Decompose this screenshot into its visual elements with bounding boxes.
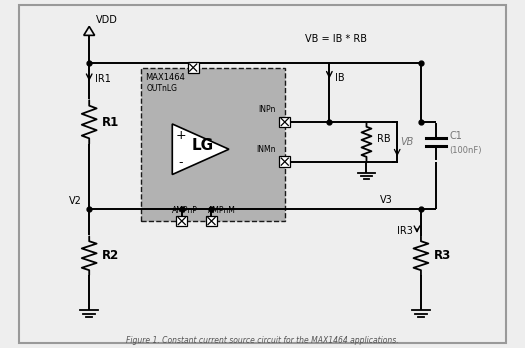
Text: AMPnM: AMPnM [207, 206, 235, 215]
Text: (100nF): (100nF) [449, 146, 481, 155]
Text: R1: R1 [102, 116, 119, 128]
Text: VB = IB * RB: VB = IB * RB [304, 34, 366, 44]
Text: OUTnLG: OUTnLG [146, 84, 177, 93]
Text: VB: VB [401, 137, 414, 147]
Text: IB: IB [335, 73, 345, 84]
Bar [176, 216, 187, 227]
Text: RB: RB [377, 134, 391, 144]
Bar [279, 117, 290, 127]
Text: V2: V2 [69, 196, 82, 206]
Text: R2: R2 [102, 249, 119, 262]
Bar [279, 156, 290, 167]
Polygon shape [172, 124, 229, 174]
Bar [206, 216, 217, 227]
Text: IR3: IR3 [397, 226, 413, 236]
Text: LG: LG [192, 138, 214, 153]
Text: R3: R3 [434, 249, 451, 262]
Text: C1: C1 [449, 131, 462, 141]
Text: +: + [175, 129, 186, 142]
Text: INMn: INMn [256, 145, 276, 154]
Text: Figure 1. Constant current source circuit for the MAX1464 applications.: Figure 1. Constant current source circui… [126, 335, 399, 345]
Text: V3: V3 [380, 195, 393, 205]
Bar [188, 62, 198, 73]
Text: IR1: IR1 [95, 74, 111, 84]
Text: MAX1464: MAX1464 [145, 73, 184, 82]
Text: -: - [178, 156, 183, 169]
Text: VDD: VDD [96, 15, 118, 25]
Bar [141, 68, 285, 221]
Text: INPn: INPn [258, 105, 276, 114]
Text: AMPnP: AMPnP [172, 206, 198, 215]
